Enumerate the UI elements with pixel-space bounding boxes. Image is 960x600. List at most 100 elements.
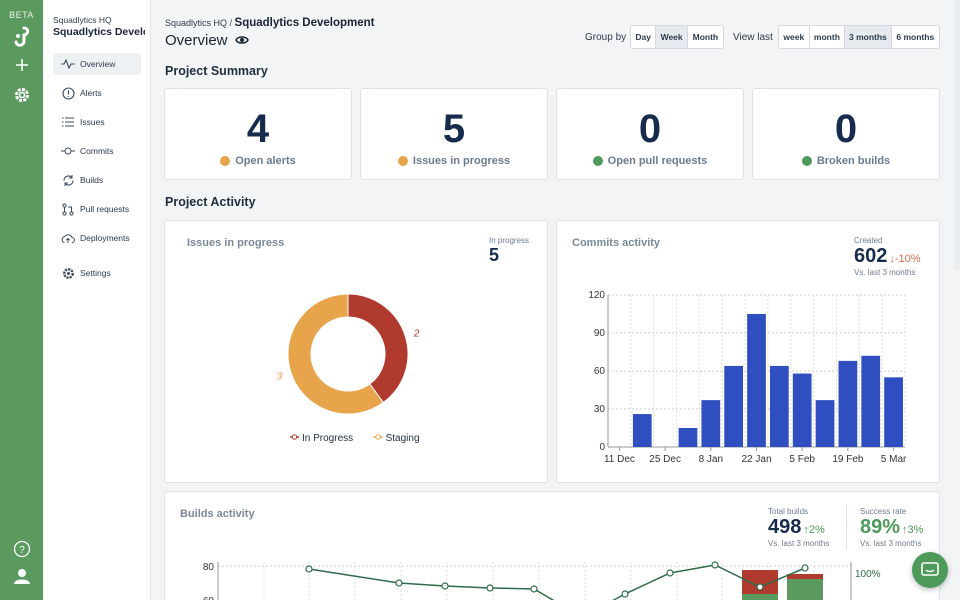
chat-button[interactable] xyxy=(912,552,948,588)
commit-bar[interactable] xyxy=(701,400,721,447)
y-tick-label: 0 xyxy=(599,442,605,453)
sidebar-item-label: Commits xyxy=(80,146,114,156)
commit-bar[interactable] xyxy=(838,360,858,447)
sidebar-item-settings[interactable]: Settings xyxy=(53,262,141,284)
commit-bar[interactable] xyxy=(769,365,789,447)
summary-label: Open alerts xyxy=(235,155,296,167)
group-by-day[interactable]: Day xyxy=(631,26,657,48)
kpi-delta: ↑3% xyxy=(902,524,924,536)
kpi-label: Created xyxy=(854,236,883,245)
panel-title: Builds activity xyxy=(180,508,255,520)
commit-bar[interactable] xyxy=(861,355,881,447)
kpi-label: Success rate xyxy=(860,507,907,516)
builds-success-kpi: Success rate 89% ↑3% Vs. last 3 months xyxy=(860,507,923,548)
group-by-week[interactable]: Week xyxy=(656,26,688,48)
view-last-3-months[interactable]: 3 months xyxy=(845,26,892,48)
svg-text:?: ? xyxy=(19,545,25,556)
page-title: Overview xyxy=(165,32,249,49)
panel-title: Issues in progress xyxy=(187,237,285,249)
kpi-compare: Vs. last 3 months xyxy=(854,268,916,277)
issues-kpi: In progress 5 xyxy=(489,236,529,266)
kpi-delta-value: 3% xyxy=(907,524,924,536)
commit-bar[interactable] xyxy=(632,414,652,447)
builds-y-tick: 80 xyxy=(203,562,215,573)
refresh-icon xyxy=(61,173,75,187)
issues-in-progress-panel: Issues in progress In progress 5 2 3 In Pr… xyxy=(164,220,548,483)
cloud-upload-icon xyxy=(61,231,75,245)
group-by-label: Group by xyxy=(585,32,627,43)
donut-data-label: 3 xyxy=(277,372,283,383)
sidebar-item-label: Pull requests xyxy=(80,204,130,214)
commit-bar[interactable] xyxy=(724,365,744,447)
kpi-delta-value: -10% xyxy=(894,253,921,265)
kpi-compare: Vs. last 3 months xyxy=(768,539,830,548)
legend-marker xyxy=(291,434,298,440)
sidebar-item-label: Builds xyxy=(80,175,104,185)
help-icon[interactable]: ? xyxy=(11,538,33,560)
sidebar-item-overview[interactable]: Overview xyxy=(53,53,141,75)
sidebar-item-commits[interactable]: Commits xyxy=(53,140,141,162)
commit-bar[interactable] xyxy=(747,314,766,447)
commit-bar[interactable] xyxy=(884,377,903,447)
group-by-toggle: Day Week Month xyxy=(630,25,724,49)
sidebar-item-issues[interactable]: Issues xyxy=(53,111,141,133)
summary-label: Broken builds xyxy=(816,155,891,167)
add-icon[interactable] xyxy=(11,54,33,76)
x-tick-label: 19 Feb xyxy=(832,454,864,465)
kpi-divider xyxy=(846,504,847,550)
legend-marker xyxy=(375,434,381,440)
status-dot xyxy=(801,156,812,166)
scrollbar[interactable] xyxy=(954,0,960,270)
x-tick-label: 5 Feb xyxy=(789,454,815,465)
sidebar-item-builds[interactable]: Builds xyxy=(53,169,141,191)
commit-bar[interactable] xyxy=(815,400,835,447)
kpi-label: Total builds xyxy=(768,507,809,516)
summary-card-open-pull-requests[interactable]: 0 Open pull requests xyxy=(556,88,744,180)
summary-card-open-alerts[interactable]: 4 Open alerts xyxy=(164,88,352,180)
view-last-week[interactable]: week xyxy=(779,26,810,48)
app-logo-icon[interactable] xyxy=(11,26,33,48)
y-tick-label: 60 xyxy=(594,366,606,377)
view-last-6-months[interactable]: 6 months xyxy=(896,32,935,42)
y-tick-label: 120 xyxy=(588,290,605,301)
summary-label: Open pull requests xyxy=(607,155,708,167)
eye-icon[interactable] xyxy=(234,32,249,49)
alert-icon xyxy=(61,86,75,100)
builds-bar-success xyxy=(742,594,778,600)
project-name[interactable]: Squadlytics Development xyxy=(53,26,145,38)
sidebar-item-deployments[interactable]: Deployments xyxy=(53,227,141,249)
group-by-month[interactable]: Month xyxy=(692,32,719,42)
panel-title: Commits activity xyxy=(572,237,661,249)
sidebar-item-label: Settings xyxy=(80,268,111,278)
y-tick-label: 30 xyxy=(594,404,606,415)
commit-icon xyxy=(61,144,75,158)
beta-badge: BETA xyxy=(9,10,34,20)
project-activity-heading: Project Activity xyxy=(165,195,256,209)
sidebar-item-alerts[interactable]: Alerts xyxy=(53,82,141,104)
summary-card-issues-in-progress[interactable]: 5 Issues in progress xyxy=(360,88,548,180)
gear-icon[interactable] xyxy=(11,84,33,106)
view-last-month[interactable]: month xyxy=(810,26,846,48)
summary-card-broken-builds[interactable]: 0 Broken builds xyxy=(752,88,940,180)
summary-value: 4 xyxy=(246,107,270,151)
user-icon[interactable] xyxy=(11,565,33,587)
legend-item: In Progress xyxy=(302,433,353,444)
commit-bar[interactable] xyxy=(792,373,812,447)
builds-total-kpi: Total builds 498 ↑2% Vs. last 3 months xyxy=(768,507,829,548)
project-summary-heading: Project Summary xyxy=(165,64,268,78)
breadcrumb-org[interactable]: Squadlytics HQ / xyxy=(165,18,233,28)
commits-activity-panel: Commits activity Created 602 ↓-10% Vs. l… xyxy=(556,220,940,483)
kpi-value: 498 xyxy=(768,516,802,538)
org-name[interactable]: Squadlytics HQ xyxy=(53,15,112,25)
breadcrumb-project: Squadlytics Development xyxy=(234,17,375,29)
sidebar-item-pull-requests[interactable]: Pull requests xyxy=(53,198,141,220)
donut-slice-in-progress[interactable] xyxy=(347,293,409,404)
builds-y-tick: 60 xyxy=(203,596,215,600)
status-dot xyxy=(220,156,231,166)
x-tick-label: 5 Mar xyxy=(881,454,907,465)
status-dot xyxy=(397,156,408,166)
status-dot xyxy=(592,156,603,166)
commit-bar[interactable] xyxy=(678,428,698,447)
donut-slice-staging[interactable] xyxy=(287,293,384,415)
x-tick-label: 25 Dec xyxy=(649,454,681,465)
